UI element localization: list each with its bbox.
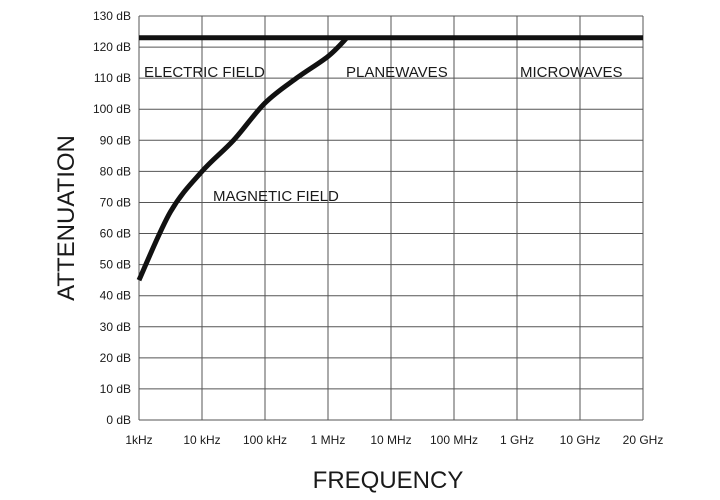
x-axis-title: FREQUENCY xyxy=(313,467,464,494)
y-tick-label: 90 dB xyxy=(100,133,131,147)
y-tick-label: 30 dB xyxy=(100,320,131,334)
y-tick-label: 70 dB xyxy=(100,195,131,209)
y-axis-title: ATTENUATION xyxy=(53,135,80,301)
y-tick-label: 60 dB xyxy=(100,227,131,241)
y-tick-label: 130 dB xyxy=(93,9,131,23)
annotation-microwaves: MICROWAVES xyxy=(520,64,623,81)
x-tick-label: 100 kHz xyxy=(243,433,287,447)
x-tick-label: 20 GHz xyxy=(623,433,664,447)
series-line-magnetic-field xyxy=(136,35,349,282)
y-tick-label: 110 dB xyxy=(94,71,131,85)
annotation-planewaves: PLANEWAVES xyxy=(346,64,448,81)
y-tick-labels: 0 dB 10 dB 20 dB 30 dB 40 dB 50 dB 60 dB 70 dB 8… xyxy=(93,9,131,427)
x-tick-label: 1kHz xyxy=(125,433,152,447)
series-lines xyxy=(136,35,643,282)
x-tick-label: 10 MHz xyxy=(370,433,411,447)
y-tick-label: 40 dB xyxy=(100,289,131,303)
y-tick-label: 20 dB xyxy=(100,351,131,365)
y-tick-label: 120 dB xyxy=(93,40,131,54)
grid xyxy=(138,15,644,421)
y-tick-label: 100 dB xyxy=(93,102,131,116)
y-tick-label: 0 dB xyxy=(106,413,131,427)
x-tick-label: 10 GHz xyxy=(560,433,601,447)
y-tick-label: 10 dB xyxy=(100,382,131,396)
x-tick-label: 100 MHz xyxy=(430,433,478,447)
y-tick-label: 80 dB xyxy=(100,164,131,178)
x-tick-label: 10 kHz xyxy=(183,433,220,447)
y-tick-label: 50 dB xyxy=(100,258,131,272)
annotation-magnetic-field: MAGNETIC FIELD xyxy=(213,188,339,205)
x-tick-labels: 1kHz 10 kHz 100 kHz 1 MHz 10 MHz 100 MHz 1 GHz… xyxy=(125,433,663,447)
x-tick-label: 1 GHz xyxy=(500,433,534,447)
annotation-electric-field: ELECTRIC FIELD xyxy=(144,64,265,81)
x-tick-label: 1 MHz xyxy=(311,433,346,447)
